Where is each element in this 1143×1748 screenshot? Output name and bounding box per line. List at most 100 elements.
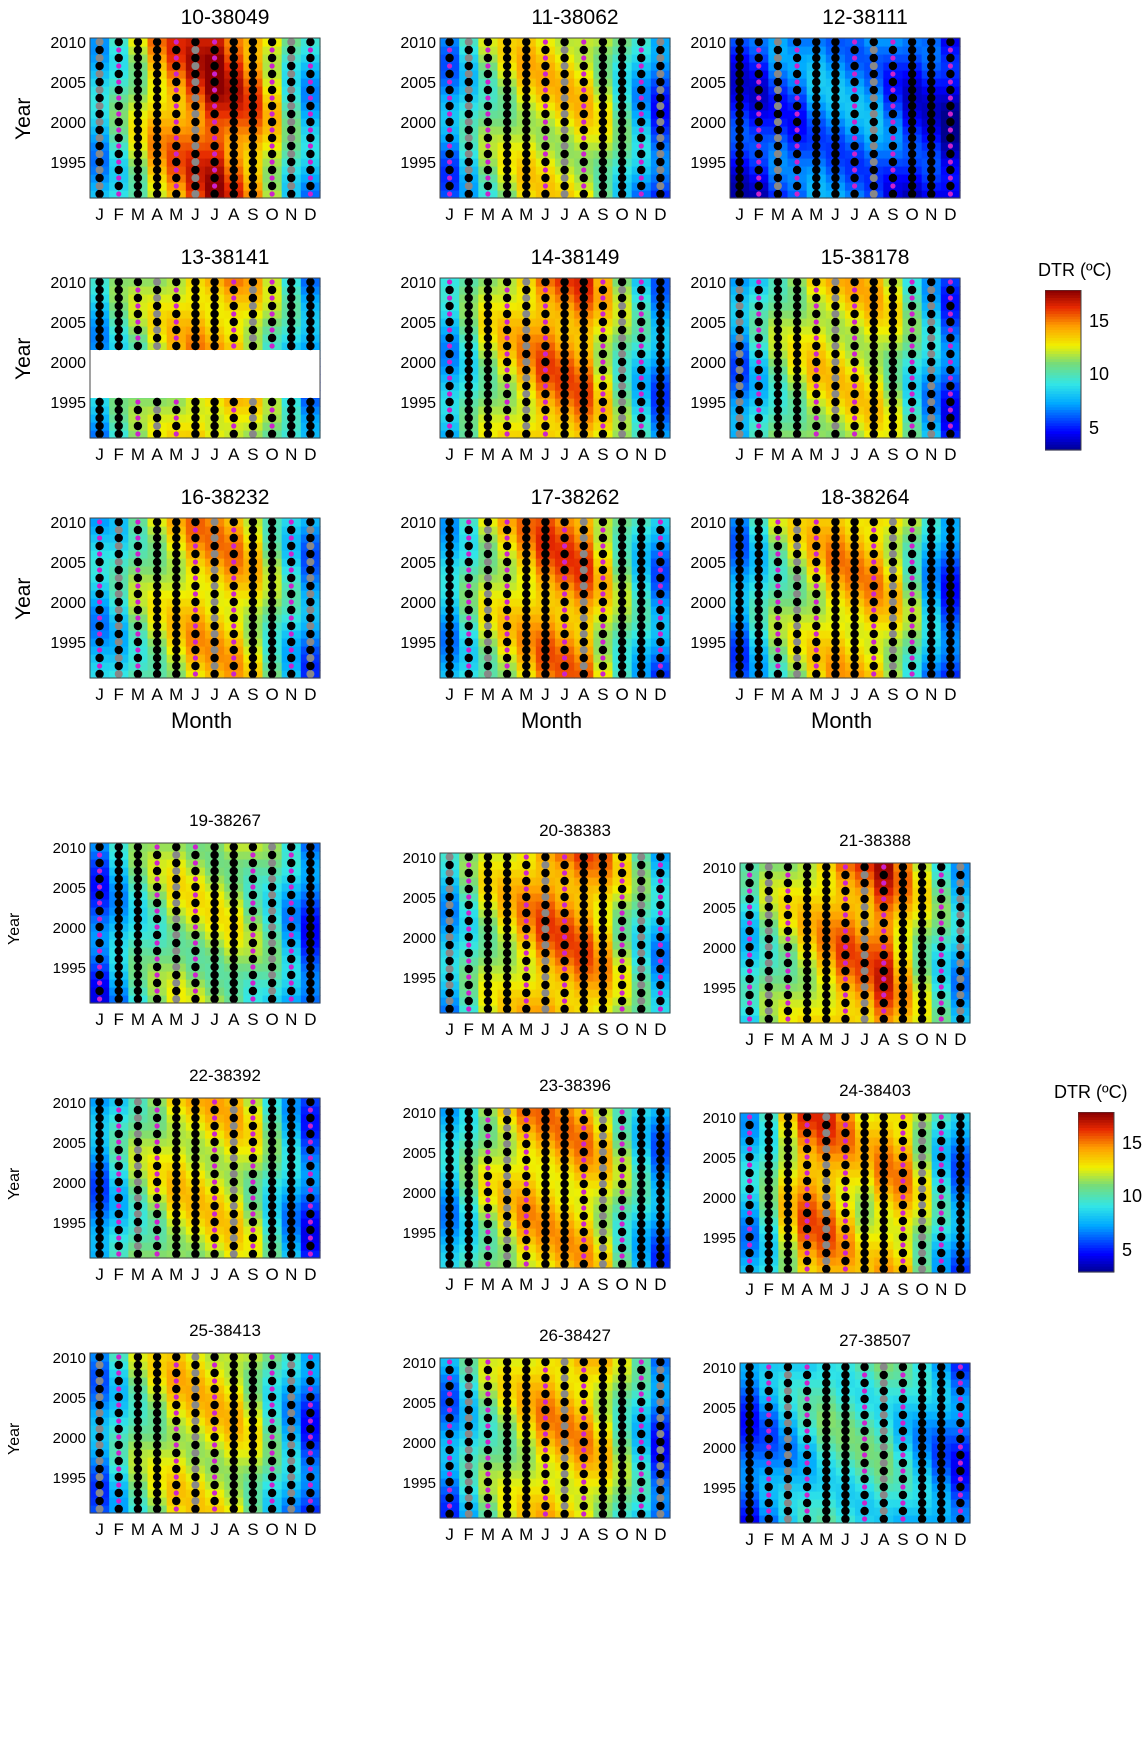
observation-dot [542, 135, 549, 141]
observation-dot [850, 573, 859, 583]
observation-dot [869, 333, 878, 343]
x-tick-label: O [265, 1010, 278, 1029]
observation-dot [812, 325, 821, 335]
observation-dot [210, 662, 219, 670]
observation-dot [869, 565, 878, 575]
observation-dot [946, 413, 955, 423]
observation-dot [248, 405, 258, 415]
observation-dot [600, 527, 606, 533]
observation-dot [135, 335, 141, 341]
observation-dot [522, 629, 531, 639]
observation-dot [172, 573, 181, 583]
observation-dot [114, 101, 123, 111]
observation-dot [927, 189, 936, 199]
observation-dot [560, 126, 569, 134]
observation-dot [812, 53, 821, 63]
observation-dot [792, 69, 802, 79]
observation-dot [114, 533, 123, 543]
observation-dot [542, 103, 549, 109]
observation-dot [792, 357, 802, 367]
observation-dot [560, 413, 569, 423]
observation-dot [581, 71, 587, 77]
observation-dot [775, 647, 781, 653]
observation-dot [95, 134, 104, 142]
observation-dot [579, 389, 588, 399]
observation-dot [869, 309, 878, 319]
observation-dot [927, 549, 936, 559]
observation-dot [210, 277, 219, 287]
observation-dot [773, 77, 783, 87]
observation-dot [172, 525, 181, 535]
observation-dot [598, 565, 608, 575]
observation-dot [306, 597, 315, 607]
observation-dot [869, 94, 878, 102]
observation-dot [638, 47, 644, 53]
observation-dot [754, 85, 763, 95]
observation-dot [229, 157, 238, 167]
observation-dot [229, 317, 238, 327]
observation-dot [152, 149, 162, 159]
observation-dot [522, 541, 531, 551]
x-tick-label: M [519, 685, 533, 704]
observation-dot [617, 621, 627, 631]
x-tick-label: M [771, 685, 785, 704]
observation-dot [598, 429, 608, 439]
observation-dot [248, 117, 258, 127]
observation-dot [191, 293, 200, 303]
observation-dot [95, 922, 104, 932]
panel-title: 13-38141 [180, 246, 270, 269]
observation-dot [756, 359, 762, 365]
observation-dot [735, 277, 744, 287]
observation-dot [851, 183, 858, 189]
observation-dot [116, 63, 122, 69]
observation-dot [229, 85, 238, 95]
observation-dot [114, 874, 123, 884]
observation-dot [135, 519, 141, 525]
observation-dot [464, 621, 473, 631]
observation-dot [522, 661, 531, 671]
observation-dot [95, 45, 104, 55]
observation-dot [191, 962, 200, 972]
observation-dot [812, 605, 821, 615]
observation-dot [464, 93, 473, 103]
observation-dot [579, 341, 588, 351]
observation-dot [522, 125, 531, 135]
observation-dot [831, 93, 840, 103]
observation-dot [656, 669, 665, 679]
observation-dot [617, 597, 627, 607]
observation-dot [735, 533, 744, 543]
observation-dot [445, 381, 454, 391]
observation-dot [268, 939, 277, 947]
observation-dot [269, 63, 275, 69]
observation-dot [735, 125, 744, 135]
observation-dot [172, 613, 181, 623]
observation-dot [656, 173, 665, 183]
x-tick-label: A [151, 205, 163, 224]
observation-dot [154, 940, 160, 946]
observation-dot [248, 874, 258, 884]
observation-dot [445, 589, 454, 599]
observation-dot [907, 149, 917, 159]
y-tick-label: 1995 [400, 635, 436, 652]
x-tick-label: A [791, 445, 803, 464]
observation-dot [133, 85, 143, 95]
observation-dot [504, 319, 510, 325]
observation-dot [483, 365, 493, 375]
observation-dot [172, 77, 181, 87]
observation-dot [869, 101, 878, 111]
observation-dot [248, 318, 257, 326]
observation-dot [773, 309, 783, 319]
observation-dot [229, 986, 238, 996]
x-tick-label: N [925, 205, 937, 224]
observation-dot [773, 118, 782, 126]
observation-dot [907, 181, 917, 191]
observation-dot [485, 191, 491, 197]
observation-dot [306, 133, 315, 143]
observation-dot [248, 645, 258, 655]
observation-dot [267, 946, 277, 956]
panel-15-38178: 15-38178 1995 2000 2005 2010 J F M A M J J A S O N D [640, 240, 995, 510]
observation-dot [307, 79, 314, 85]
observation-dot [656, 102, 665, 110]
observation-dot [229, 181, 238, 191]
observation-dot [522, 342, 531, 350]
